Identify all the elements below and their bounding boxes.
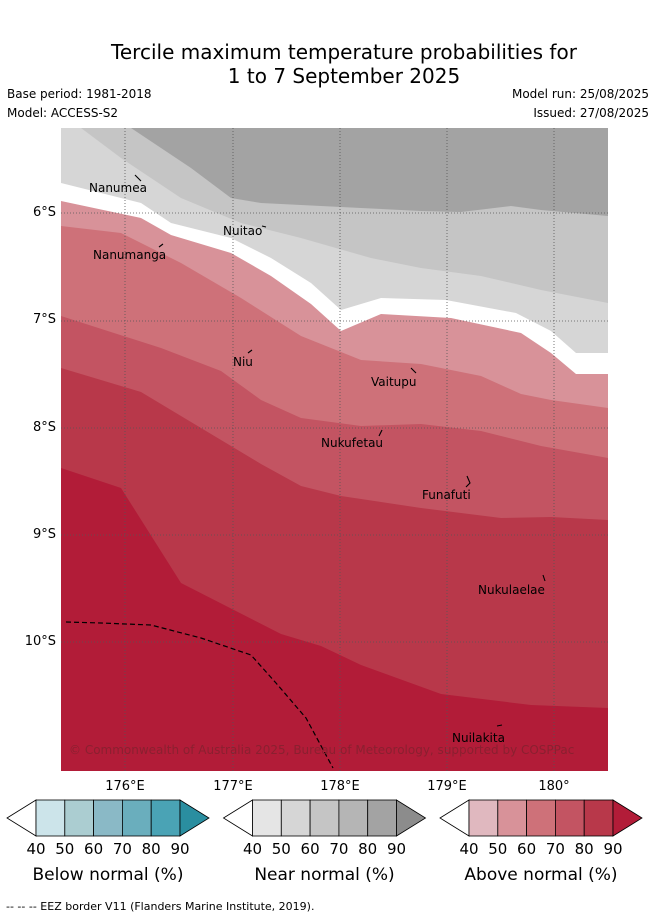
place-funafuti: Funafuti bbox=[422, 488, 471, 502]
near-legend-tick: 40 bbox=[243, 840, 262, 858]
below-legend-swatch bbox=[150, 799, 181, 837]
above-legend-swatch bbox=[497, 799, 527, 837]
above-legend-label: Above normal (%) bbox=[464, 865, 617, 885]
below-legend-swatch bbox=[35, 799, 66, 837]
near-legend-swatch bbox=[252, 799, 282, 837]
near-legend-tick: 80 bbox=[358, 840, 377, 858]
model-name: Model: ACCESS-S2 bbox=[7, 106, 119, 120]
place-nuitao: Nuitao bbox=[223, 224, 262, 238]
above-legend-swatch bbox=[583, 799, 614, 837]
near-70-band bbox=[131, 128, 608, 216]
lat-label-6s: 6°S bbox=[32, 205, 56, 220]
above-legend-tick: 60 bbox=[517, 840, 536, 858]
near-legend-tick: 60 bbox=[301, 840, 320, 858]
island-marks bbox=[134, 174, 546, 727]
title-line-1: Tercile maximum temperature probabilitie… bbox=[111, 40, 577, 64]
lon-label-176e: 176°E bbox=[105, 779, 145, 794]
lat-label-10s: 10°S bbox=[24, 634, 56, 649]
above-legend-swatch bbox=[526, 799, 556, 837]
lon-label-177e: 177°E bbox=[213, 779, 253, 794]
place-nukufetau: Nukufetau bbox=[321, 436, 383, 450]
title-line-2: 1 to 7 September 2025 bbox=[227, 64, 461, 88]
near-legend-high-arrow bbox=[396, 799, 427, 837]
below-legend-tick: 70 bbox=[113, 840, 132, 858]
near-legend-swatch bbox=[338, 799, 369, 837]
issued-date: Issued: 27/08/2025 bbox=[533, 106, 649, 120]
colorbar-legends: 40 50 60 70 80 90 Below normal (%) 40 50 60 70 80 90… bbox=[6, 799, 643, 885]
near-legend-label: Near normal (%) bbox=[254, 865, 394, 885]
below-legend-label: Below normal (%) bbox=[33, 865, 184, 885]
place-nanumanga: Nanumanga bbox=[93, 248, 166, 262]
below-legend-swatch bbox=[122, 799, 152, 837]
near-normal-legend: 40 50 60 70 80 90 Near normal (%) bbox=[222, 799, 427, 885]
above-legend-swatch bbox=[468, 799, 499, 837]
lat-label-8s: 8°S bbox=[32, 420, 56, 435]
copyright-notice: © Commonwealth of Australia 2025, Bureau… bbox=[69, 743, 574, 757]
near-legend-tick: 70 bbox=[329, 840, 348, 858]
near-legend-tick: 90 bbox=[387, 840, 406, 858]
near-legend-swatch bbox=[309, 799, 340, 837]
lon-label-180: 180° bbox=[538, 779, 570, 794]
above-normal-legend: 40 50 60 70 80 90 Above normal (%) bbox=[439, 799, 643, 885]
above-legend-tick: 70 bbox=[546, 840, 565, 858]
near-legend-swatch bbox=[280, 799, 311, 837]
below-legend-tick: 60 bbox=[84, 840, 103, 858]
below-legend-high-arrow bbox=[179, 799, 210, 837]
below-legend-swatch bbox=[64, 799, 95, 837]
below-legend-tick: 40 bbox=[26, 840, 45, 858]
lat-label-9s: 9°S bbox=[32, 527, 56, 542]
lat-label-7s: 7°S bbox=[32, 312, 56, 327]
below-legend-swatch bbox=[93, 799, 123, 837]
below-legend-tick: 50 bbox=[55, 840, 74, 858]
below-normal-legend: 40 50 60 70 80 90 Below normal (%) bbox=[6, 799, 210, 885]
probability-map: Nanumea Nuitao Nanumanga Niu Vaitupu Nuk… bbox=[61, 128, 608, 771]
near-legend-swatch bbox=[367, 799, 397, 837]
lon-label-178e: 178°E bbox=[320, 779, 360, 794]
above-legend-tick: 40 bbox=[459, 840, 478, 858]
place-nukulaelae: Nukulaelae bbox=[478, 583, 545, 597]
place-nuilakita: Nuilakita bbox=[452, 731, 505, 745]
eez-border bbox=[65, 621, 334, 769]
place-nanumea: Nanumea bbox=[89, 181, 147, 195]
above-legend-tick: 50 bbox=[488, 840, 507, 858]
near-legend-low-arrow bbox=[222, 799, 253, 837]
lon-label-179e: 179°E bbox=[427, 779, 467, 794]
above-legend-tick: 90 bbox=[603, 840, 622, 858]
above-legend-high-arrow bbox=[612, 799, 643, 837]
place-niu: Niu bbox=[233, 355, 253, 369]
below-legend-tick: 80 bbox=[142, 840, 161, 858]
above-legend-low-arrow bbox=[439, 799, 470, 837]
below-legend-tick: 90 bbox=[170, 840, 189, 858]
place-vaitupu: Vaitupu bbox=[371, 375, 417, 389]
model-run: Model run: 25/08/2025 bbox=[511, 87, 649, 101]
eez-footer-note: -- -- -- EEZ border V11 (Flanders Marine… bbox=[6, 900, 315, 913]
above-legend-swatch bbox=[555, 799, 585, 837]
graticule bbox=[61, 128, 608, 771]
above-legend-tick: 80 bbox=[575, 840, 594, 858]
near-legend-tick: 50 bbox=[272, 840, 291, 858]
below-legend-low-arrow bbox=[6, 799, 37, 837]
base-period: Base period: 1981-2018 bbox=[7, 87, 152, 101]
map-title: Tercile maximum temperature probabilitie… bbox=[0, 40, 655, 88]
